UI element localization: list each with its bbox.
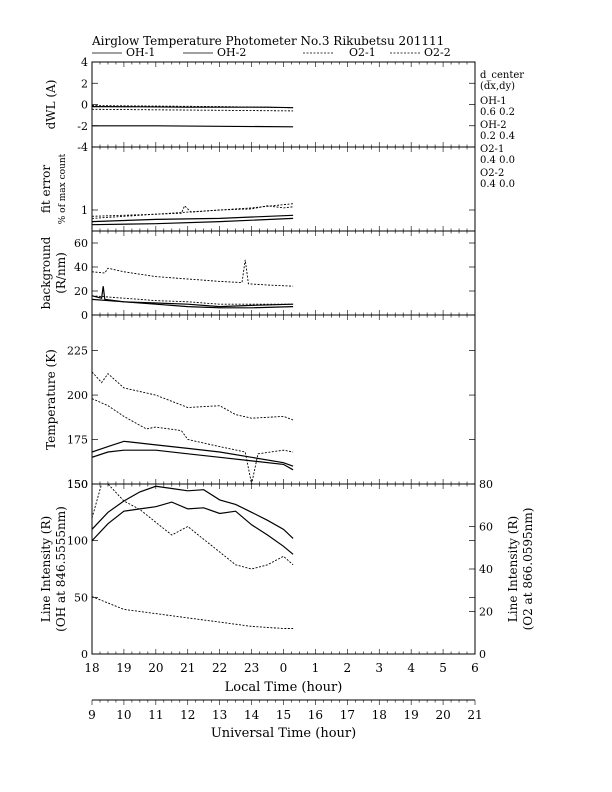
local-time-tick-label: 0 (280, 661, 288, 675)
local-time-tick-label: 20 (148, 661, 163, 675)
chart-title: Airglow Temperature Photometer No.3 Riku… (91, 34, 444, 48)
local-time-tick-label: 4 (407, 661, 415, 675)
series-dwl-o2-1 (92, 105, 294, 109)
series-intensity-o2-1 (92, 484, 294, 570)
y-right-tick-label: 60 (479, 521, 493, 534)
local-time-tick-label: 23 (244, 661, 259, 675)
series-dwl-oh-2 (92, 125, 294, 128)
local-time-tick-label: 6 (471, 661, 479, 675)
series-fit_error-o2-1 (92, 205, 294, 217)
y-tick-label-temperature: 225 (67, 345, 88, 358)
local-time-tick-label: 21 (180, 661, 195, 675)
y-tick-label-temperature: 175 (67, 434, 88, 447)
ut-tick-label: 16 (308, 708, 323, 722)
series-intensity-o2-2 (92, 596, 294, 629)
y-tick-label-dwl: -2 (77, 120, 88, 133)
local-time-tick-label: 18 (84, 661, 99, 675)
annotation-item-value: 0.2 0.4 (480, 131, 515, 142)
annotation-item-value: 0.4 0.0 (480, 179, 515, 190)
ut-tick-label: 13 (212, 708, 227, 722)
ut-tick-label: 18 (372, 708, 387, 722)
annotation-header: d_center (480, 70, 524, 81)
annotation-item-value: 0.4 0.0 (480, 155, 515, 166)
y-tick-label-temperature: 150 (67, 478, 88, 491)
ut-tick-label: 15 (276, 708, 291, 722)
y-tick-label-dwl: 0 (81, 99, 88, 112)
y-tick-label-dwl: -4 (77, 141, 88, 154)
ut-tick-label: 9 (88, 708, 96, 722)
y-tick-label-temperature: 200 (67, 389, 88, 402)
local-time-tick-label: 5 (439, 661, 447, 675)
y-right-tick-label: 80 (479, 478, 493, 491)
ut-tick-label: 11 (148, 708, 163, 722)
series-background-oh-2 (92, 298, 294, 309)
series-temperature-o2-2 (92, 398, 294, 484)
ut-tick-label: 10 (116, 708, 131, 722)
legend-label-oh-1: OH-1 (126, 46, 155, 59)
y-axis-label2-intensity: (OH at 846.5555nm) (54, 506, 68, 632)
y-right-tick-label: 40 (479, 563, 493, 576)
series-temperature-o2-1 (92, 371, 294, 421)
ut-tick-label: 21 (467, 708, 482, 722)
local-time-tick-label: 2 (344, 661, 352, 675)
y-axis-label-intensity: Line Intensity (R) (39, 516, 53, 622)
legend-label-oh-2: OH-2 (217, 46, 246, 59)
series-dwl-o2-2 (92, 108, 294, 112)
y-tick-label-background: 40 (74, 261, 88, 274)
annotation-item-value: 0.6 0.2 (480, 107, 515, 118)
y-axis-label-dwl: dWL (A) (44, 80, 58, 130)
series-intensity-oh-1 (92, 501, 294, 555)
ut-tick-label: 19 (404, 708, 419, 722)
y-axis-label2-fit_error: % of max count (58, 153, 68, 224)
y-tick-label-intensity: 150 (67, 478, 88, 491)
y-tick-label-background: 20 (74, 285, 88, 298)
series-temperature-oh-2 (92, 449, 294, 471)
y-tick-label-background: 60 (74, 237, 88, 250)
y-right-axis-label2: (O2 at 866.0595nm) (521, 508, 535, 631)
annotation-item-name: O2-1 (480, 144, 504, 155)
ut-tick-label: 12 (180, 708, 195, 722)
ut-tick-label: 14 (244, 708, 260, 722)
series-fit_error-o2-2 (92, 203, 294, 219)
y-tick-label-background: 0 (81, 309, 88, 322)
annotation-item-name: O2-2 (480, 168, 504, 179)
y-right-tick-label: 20 (479, 606, 493, 619)
y-axis-label-fit_error: fit error (39, 165, 53, 213)
annotation-item-name: OH-2 (480, 120, 507, 131)
series-dwl-oh-1 (92, 106, 294, 109)
series-temperature-oh-1 (92, 440, 294, 467)
series-background-o2-2 (92, 295, 294, 305)
series-background-oh-1 (92, 286, 294, 308)
local-time-tick-label: 1 (312, 661, 320, 675)
y-tick-label-fit_error: 1 (81, 204, 88, 217)
y-right-tick-label: 0 (479, 648, 486, 661)
y-right-axis-label: Line Intensity (R) (506, 516, 520, 622)
y-axis-label2-background: (R/nm) (54, 252, 68, 294)
local-time-tick-label: 22 (212, 661, 227, 675)
ut-tick-label: 20 (435, 708, 450, 722)
local-time-tick-label: 19 (116, 661, 131, 675)
annotation-header-2: (dx,dy) (480, 81, 515, 92)
ut-tick-label: 17 (340, 708, 355, 722)
series-background-o2-1 (92, 259, 294, 287)
y-tick-label-intensity: 50 (74, 591, 88, 604)
y-tick-label-intensity: 0 (81, 648, 88, 661)
y-tick-label-dwl: 2 (81, 77, 88, 90)
y-axis-label-temperature: Temperature (K) (44, 349, 58, 450)
legend-label-o2-2: O2-2 (424, 46, 451, 59)
legend-label-o2-1: O2-1 (349, 46, 376, 59)
y-tick-label-intensity: 100 (67, 535, 88, 548)
local-time-tick-label: 3 (375, 661, 383, 675)
ut-axis-label: Universal Time (hour) (211, 726, 356, 741)
annotation-item-name: OH-1 (480, 96, 507, 107)
y-tick-label-dwl: 4 (81, 56, 88, 69)
series-fit_error-oh-2 (92, 214, 294, 223)
series-intensity-oh-2 (92, 485, 294, 539)
y-axis-label-background: background (39, 236, 53, 309)
series-fit_error-oh-1 (92, 217, 294, 226)
local-time-axis-label: Local Time (hour) (225, 680, 343, 695)
